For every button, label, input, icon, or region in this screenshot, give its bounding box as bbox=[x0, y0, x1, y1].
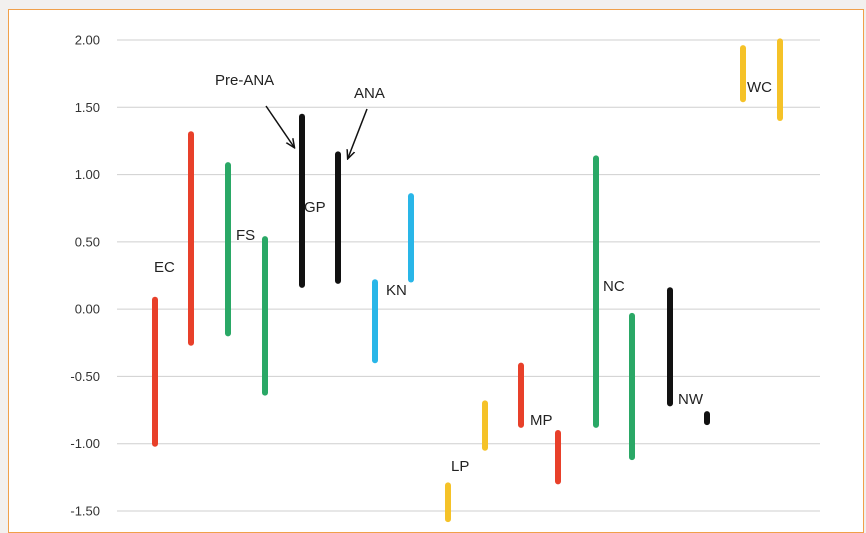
y-tick-label: 1.00 bbox=[75, 167, 100, 182]
label-pre-ana: Pre-ANA bbox=[215, 72, 274, 89]
label-fs: FS bbox=[236, 227, 255, 244]
label-mp: MP bbox=[530, 412, 553, 429]
label-kn: KN bbox=[386, 282, 407, 299]
arrow-pre-ana bbox=[265, 105, 294, 147]
label-gp: GP bbox=[304, 199, 326, 216]
chart-frame bbox=[8, 9, 864, 533]
label-ec: EC bbox=[154, 259, 175, 276]
arrow-ana bbox=[348, 108, 368, 158]
y-tick-label: 0.00 bbox=[75, 302, 100, 317]
y-tick-label: 2.00 bbox=[75, 33, 100, 48]
label-nw: NW bbox=[678, 391, 704, 408]
y-tick-label: 1.50 bbox=[75, 100, 100, 115]
y-tick-label: -1.00 bbox=[70, 436, 100, 451]
y-tick-label: -0.50 bbox=[70, 369, 100, 384]
y-tick-label: 0.50 bbox=[75, 234, 100, 249]
label-nc: NC bbox=[603, 278, 625, 295]
label-wc: WC bbox=[747, 79, 772, 96]
label-ana: ANA bbox=[354, 85, 385, 102]
label-lp: LP bbox=[451, 458, 469, 475]
y-tick-label: -1.50 bbox=[70, 504, 100, 519]
